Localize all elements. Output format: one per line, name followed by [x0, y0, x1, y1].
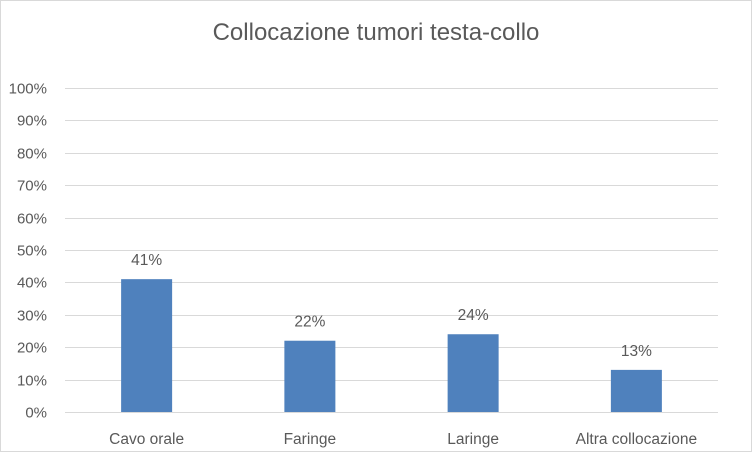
y-tick-label: 50%	[17, 243, 47, 260]
bar	[284, 340, 336, 412]
data-label: 41%	[131, 252, 162, 269]
data-label: 13%	[621, 343, 652, 360]
x-axis-categories: Cavo orale Faringe Laringe Altra collocazio…	[109, 431, 697, 448]
chart-title: Collocazione tumori testa-collo	[212, 19, 540, 46]
category-label: Faringe	[284, 431, 337, 448]
bar	[447, 334, 499, 412]
data-label: 24%	[458, 307, 489, 324]
y-tick-label: 20%	[17, 340, 47, 357]
category-label: Altra collocazione	[576, 431, 697, 448]
data-labels: 41% 22% 24% 13%	[131, 252, 652, 360]
y-tick-label: 70%	[17, 178, 47, 195]
y-tick-label: 30%	[17, 308, 47, 325]
bar	[610, 369, 662, 412]
bar	[121, 279, 173, 412]
y-tick-label: 100%	[9, 81, 47, 98]
gridlines	[65, 88, 718, 413]
y-tick-label: 0%	[25, 405, 47, 422]
y-tick-label: 80%	[17, 146, 47, 163]
category-label: Cavo orale	[109, 431, 184, 448]
y-tick-label: 10%	[17, 373, 47, 390]
category-label: Laringe	[447, 431, 499, 448]
y-axis-ticks: 0% 10% 20% 30% 40% 50% 60% 70% 80% 90% 100%	[9, 81, 47, 422]
bars	[121, 279, 662, 412]
y-tick-label: 90%	[17, 113, 47, 130]
y-tick-label: 40%	[17, 275, 47, 292]
data-label: 22%	[294, 314, 325, 331]
y-tick-label: 60%	[17, 211, 47, 228]
